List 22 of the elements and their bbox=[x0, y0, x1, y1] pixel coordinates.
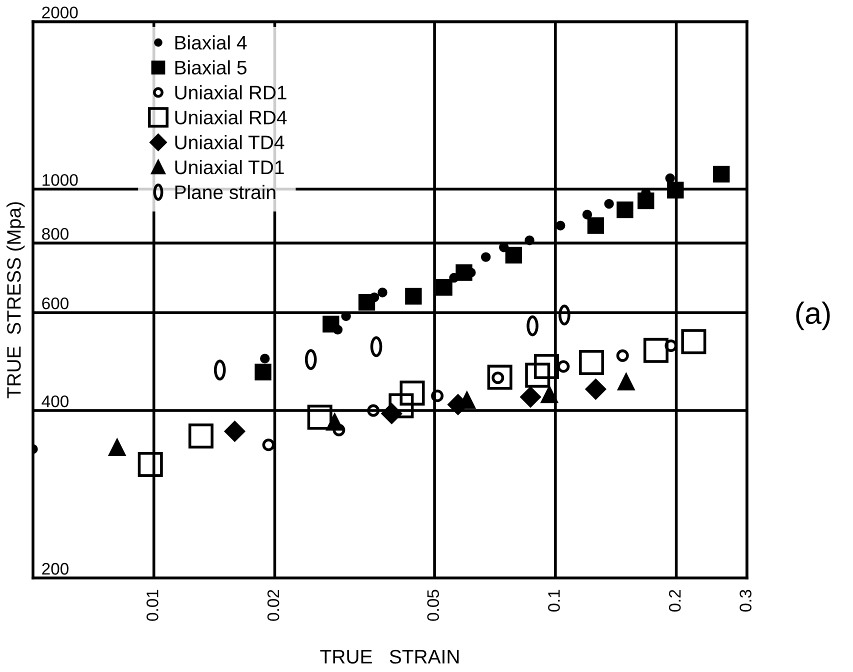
legend-label: Uniaxial RD4 bbox=[175, 110, 287, 124]
y-tick-label: 2000 bbox=[42, 6, 78, 18]
text: (a) bbox=[796, 302, 830, 330]
x-tick-label: 0.1 bbox=[548, 590, 560, 612]
y-axis-title: TRUE STRESS (Mpa) bbox=[6, 202, 25, 398]
legend-label: Uniaxial RD1 bbox=[175, 85, 286, 100]
legend-label: Plane strain bbox=[175, 184, 276, 200]
y-tick-label: 800 bbox=[42, 228, 68, 240]
x-axis-title: TRUE STRAIN bbox=[320, 650, 459, 664]
legend-label: Biaxial 5 bbox=[175, 60, 246, 75]
y-tick-label: 400 bbox=[42, 395, 68, 408]
y-tick-label: 200 bbox=[42, 562, 68, 575]
x-tick-label: 0.2 bbox=[668, 590, 681, 612]
legend-label: Uniaxial TD1 bbox=[175, 160, 284, 174]
x-tick-label: 0.3 bbox=[740, 590, 752, 612]
y-tick-label: 1000 bbox=[42, 174, 78, 186]
x-tick-label: 0.02 bbox=[267, 590, 280, 621]
x-tick-label: 0.01 bbox=[146, 590, 158, 621]
y-tick-label: 600 bbox=[42, 297, 68, 310]
legend-label: Biaxial 4 bbox=[175, 35, 247, 50]
legend-label: Uniaxial TD4 bbox=[175, 135, 284, 150]
x-tick-label: 0.05 bbox=[427, 590, 440, 621]
